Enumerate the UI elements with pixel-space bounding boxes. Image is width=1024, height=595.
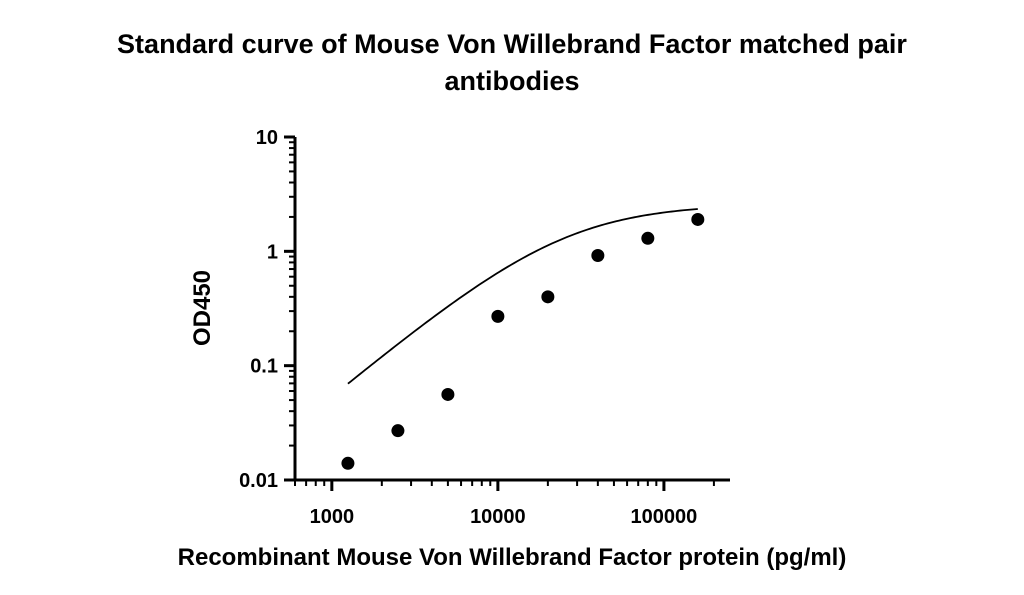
data-point — [591, 248, 605, 262]
axes: 0.01 0.1 1 10 1000 10000 100000 — [239, 127, 730, 528]
x-tick-label: 1000 — [310, 506, 355, 528]
y-tick-label: 0.1 — [250, 356, 278, 378]
fit-curve — [347, 208, 698, 385]
data-point — [391, 424, 405, 438]
x-tick-label: 10000 — [470, 506, 526, 528]
data-point — [691, 212, 705, 226]
y-axis-title: OD450 — [189, 270, 216, 346]
x-axis-title: Recombinant Mouse Von Willebrand Factor … — [178, 544, 847, 571]
y-tick-label: 0.01 — [239, 470, 278, 492]
chart-title-line-2: antibodies — [444, 66, 580, 96]
data-points — [341, 212, 705, 470]
data-point — [441, 387, 455, 401]
y-tick-label: 1 — [267, 241, 278, 263]
x-tick-label: 100000 — [631, 506, 698, 528]
chart-title-line-1: Standard curve of Mouse Von Willebrand F… — [117, 29, 907, 59]
y-tick-label: 10 — [256, 127, 278, 149]
data-point — [541, 290, 555, 304]
data-point — [641, 231, 655, 245]
fit-curve-group — [347, 208, 698, 385]
data-point — [491, 309, 505, 323]
data-point — [341, 456, 355, 470]
chart-title: Standard curve of Mouse Von Willebrand F… — [0, 26, 1024, 100]
